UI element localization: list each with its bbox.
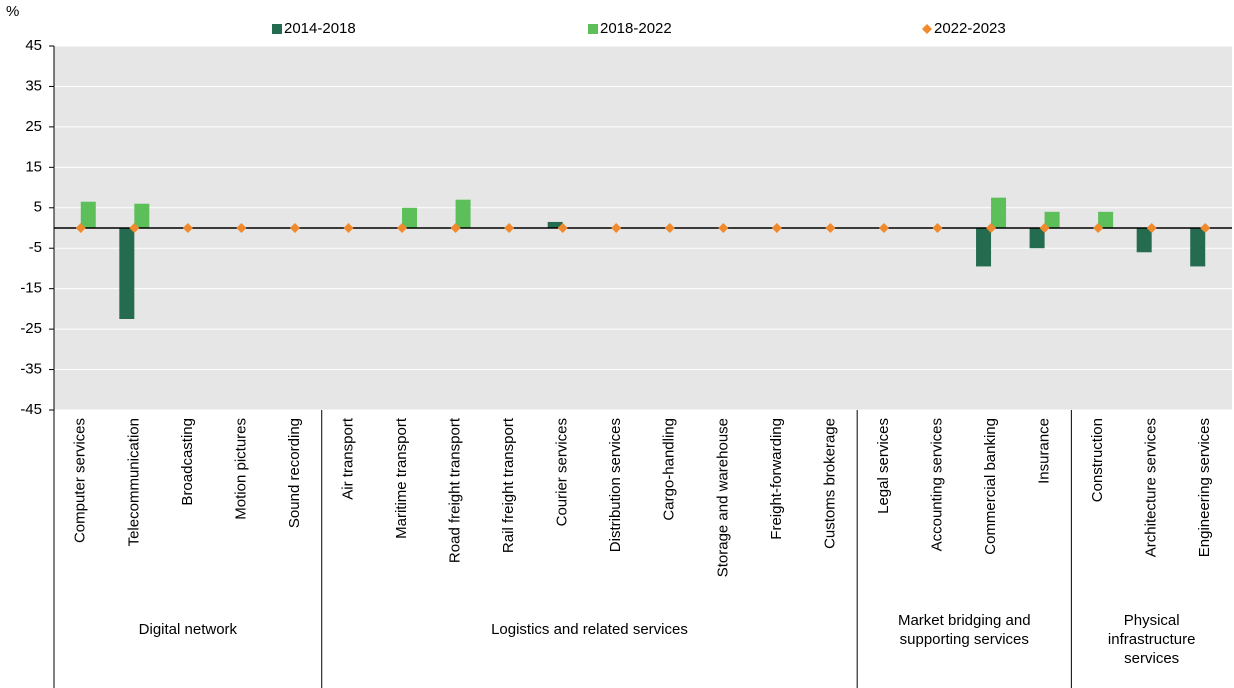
bar xyxy=(976,228,992,267)
x-tick-label: Motion pictures xyxy=(232,418,249,520)
point xyxy=(611,223,622,233)
legend-label: 2022-2023 xyxy=(934,20,1006,37)
point xyxy=(504,223,515,233)
y-tick-label: -15 xyxy=(20,280,42,297)
x-tick-label: Architecture services xyxy=(1143,418,1160,557)
x-tick-label: Sound recording xyxy=(286,418,303,528)
point xyxy=(450,223,461,233)
point xyxy=(343,223,354,233)
x-tick-label: Distribution services xyxy=(607,418,624,552)
y-tick-label: -45 xyxy=(20,401,42,418)
x-tick-label: Commercial banking xyxy=(982,418,999,555)
x-tick-label: Accounting services xyxy=(928,418,945,551)
point xyxy=(878,223,889,233)
x-tick-label: Legal services xyxy=(875,418,892,514)
y-tick-label: -35 xyxy=(20,361,42,378)
y-tick-label: 5 xyxy=(34,199,42,216)
bar xyxy=(1136,228,1152,253)
bar xyxy=(1098,211,1114,228)
x-tick-label: Rail freight transport xyxy=(500,417,517,553)
x-tick-label: Freight-forwarding xyxy=(768,418,785,540)
point xyxy=(1093,223,1104,233)
y-tick-label: 25 xyxy=(25,118,42,135)
x-tick-label: Road freight transport xyxy=(447,417,464,563)
group-label: Physical infrastructure services xyxy=(1107,612,1196,667)
point xyxy=(1200,223,1211,233)
x-tick-label: Broadcasting xyxy=(179,418,196,506)
point xyxy=(825,223,836,233)
point xyxy=(771,223,782,233)
bar xyxy=(119,228,135,319)
point xyxy=(397,223,408,233)
point xyxy=(75,223,86,233)
legend-label: 2014-2018 xyxy=(284,20,356,37)
x-tick-label: Insurance xyxy=(1036,418,1053,484)
x-tick-label: Cargo-handling xyxy=(661,418,678,521)
y-unit: % xyxy=(6,3,19,20)
legend-swatch xyxy=(588,24,598,34)
group-label: Logistics and related services xyxy=(491,621,688,638)
legend-label: 2018-2022 xyxy=(600,20,672,37)
group-label: Digital network xyxy=(138,621,238,638)
x-tick-label: Storage and warehouse xyxy=(714,418,731,577)
bar xyxy=(402,207,418,228)
bar xyxy=(547,221,563,228)
point xyxy=(718,223,729,233)
group-label: Market bridging and supporting services xyxy=(897,612,1031,648)
bar xyxy=(134,203,150,228)
point xyxy=(1039,223,1050,233)
bar xyxy=(1029,228,1045,249)
point xyxy=(236,223,247,233)
point xyxy=(986,223,997,233)
point xyxy=(182,223,193,233)
point xyxy=(129,223,140,233)
point xyxy=(664,223,675,233)
x-tick-label: Customs brokerage xyxy=(821,418,838,549)
point xyxy=(932,223,943,233)
x-tick-label: Computer services xyxy=(72,418,89,543)
point xyxy=(557,223,568,233)
y-tick-label: -25 xyxy=(20,320,42,337)
x-tick-label: Telecommunication xyxy=(125,418,142,546)
point xyxy=(1146,223,1157,233)
bar xyxy=(991,197,1007,228)
legend-swatch xyxy=(922,24,932,34)
bar xyxy=(80,201,96,228)
y-tick-label: 15 xyxy=(25,158,42,175)
x-tick-label: Air transport xyxy=(339,417,356,500)
bar xyxy=(455,199,471,228)
y-tick-label: -5 xyxy=(29,239,42,256)
bar xyxy=(1044,211,1060,228)
x-tick-label: Engineering services xyxy=(1196,418,1213,557)
bar xyxy=(1190,228,1206,267)
x-tick-label: Courier services xyxy=(554,418,571,526)
legend-swatch xyxy=(272,24,282,34)
y-tick-label: 45 xyxy=(25,37,42,54)
x-tick-label: Maritime transport xyxy=(393,417,410,539)
x-tick-label: Construction xyxy=(1089,418,1106,502)
point xyxy=(289,223,300,233)
y-tick-label: 35 xyxy=(25,77,42,94)
